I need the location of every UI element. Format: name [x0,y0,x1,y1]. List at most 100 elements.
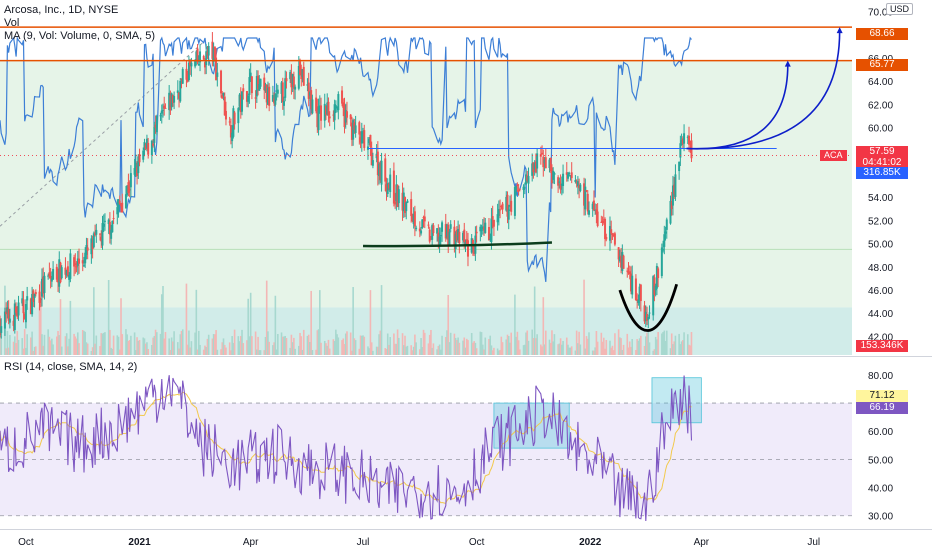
candle [133,168,136,175]
volume-bar [430,329,432,355]
volume-bar [621,349,624,355]
candle [429,238,432,240]
volume-bar [662,332,664,355]
volume-bar [670,333,673,355]
candle [301,68,304,77]
volume-ma-tag: 316.85K [856,167,908,179]
candle [453,226,456,246]
volume-bar [351,350,353,355]
candle [5,311,8,315]
volume-legend[interactable]: Vol [4,17,20,29]
candle [660,247,663,277]
volume-bar [69,300,72,355]
candle [186,78,189,82]
candle [639,284,642,302]
candle [354,125,357,133]
candle [421,219,424,228]
volume-bar [437,345,440,355]
volume-bar [237,336,240,355]
volume-bar [327,339,330,355]
volume-bar [9,334,11,355]
candle [585,190,588,192]
volume-bar [565,337,568,355]
volume-bar [689,345,692,355]
candle [445,224,448,238]
candle [457,229,460,241]
candle [622,255,625,269]
candle [95,229,98,235]
candle [629,273,632,292]
candle [33,293,36,299]
candle [353,122,356,131]
candle [66,266,69,276]
candle [432,225,435,234]
volume-bar [427,343,430,355]
candle [586,193,589,212]
volume-bar [549,342,552,355]
candle [215,57,218,81]
ma-legend[interactable]: MA (9, Vol: Volume, 0, SMA, 5) [4,30,156,42]
candle [163,105,166,109]
candle [669,200,672,224]
candle [665,219,668,230]
candle [315,97,318,112]
candle [138,154,141,163]
candle [82,265,85,267]
candle [679,143,682,158]
volume-bar [463,337,466,355]
volume-bar [223,344,226,355]
volume-bar [386,333,389,355]
candle [266,87,269,105]
candle [8,318,11,323]
volume-bar [56,336,58,355]
time-axis[interactable]: Oct 2021 Apr Jul Oct 2022 Apr Jul [0,529,932,549]
candle [379,163,382,181]
volume-bar [16,331,19,355]
time-tick-label: 2022 [579,537,602,548]
countdown-tag: 04:41:02 [856,157,908,169]
candle [439,235,442,237]
volume-bar [152,337,154,355]
volume-bar [172,341,174,355]
candle [239,95,242,113]
candle [487,226,490,241]
candle [48,272,51,277]
symbol-legend[interactable]: Arcosa, Inc., 1D, NYSE [4,4,119,16]
volume-bar [118,349,121,355]
candle [94,232,97,236]
candle [126,185,129,195]
candle [523,187,526,189]
volume-bar [542,297,545,355]
candle [268,86,271,106]
price-axis[interactable]: 42.0044.0046.0048.0050.0052.0054.0056.00… [852,0,932,550]
volume-bar [117,336,120,355]
volume-bar [411,350,414,355]
volume-bar [233,329,236,355]
candle [187,62,190,81]
volume-bar [453,333,456,355]
volume-bar [291,342,294,355]
candle [517,190,520,192]
candle [475,231,478,234]
volume-bar [600,332,603,355]
volume-bar [48,336,51,355]
volume-bar [151,344,153,355]
volume-ma-line [0,35,692,282]
candle [117,199,120,211]
rsi-legend[interactable]: RSI (14, close, SMA, 14, 2) [4,361,138,373]
volume-bar [64,336,67,355]
currency-label[interactable]: USD [886,3,914,15]
candle [103,220,106,222]
volume-bar [5,348,7,355]
volume-bar [480,332,483,355]
volume-bar [498,350,500,355]
volume-bar [514,294,516,355]
volume-bar [349,332,352,355]
volume-bar [479,331,482,355]
candle [81,260,84,264]
volume-bar [32,350,35,355]
volume-bar [258,350,261,355]
candle [549,157,552,172]
